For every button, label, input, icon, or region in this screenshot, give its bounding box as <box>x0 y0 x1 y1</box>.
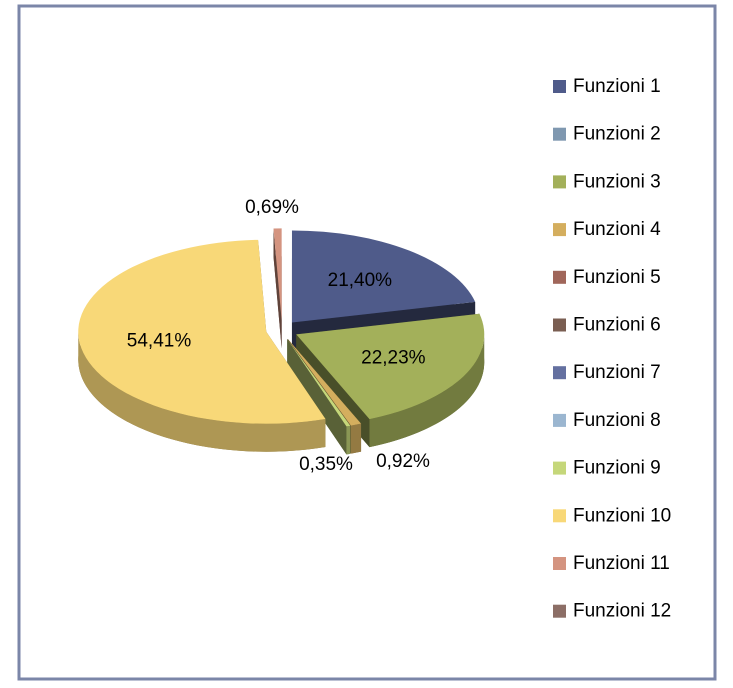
data-label: 21,40% <box>328 270 393 291</box>
data-label: 0,35% <box>299 454 353 475</box>
slice <box>287 339 351 427</box>
legend-swatch <box>553 509 566 523</box>
legend-label: Funzioni 10 <box>573 505 671 526</box>
slice <box>78 239 326 424</box>
legend-swatch <box>553 223 566 237</box>
legend-swatch <box>553 270 566 284</box>
slice-wall <box>350 423 362 454</box>
legend-swatch <box>553 175 566 189</box>
legend-swatch <box>553 461 566 475</box>
legend-swatch <box>553 557 566 570</box>
legend-swatch <box>553 127 566 141</box>
slice <box>291 230 476 323</box>
slice-wall <box>78 331 326 452</box>
legend-label: Funzioni 5 <box>573 267 661 288</box>
legend-label: Funzioni 9 <box>573 458 661 479</box>
data-label: 0,92% <box>376 451 430 472</box>
slice-wall <box>346 425 351 455</box>
slice-wall <box>369 334 485 448</box>
data-label: 54,41% <box>127 330 192 351</box>
legend-label: Funzioni 2 <box>573 124 661 145</box>
legend-swatch <box>553 413 566 427</box>
legend-label: Funzioni 12 <box>573 601 671 622</box>
legend-swatch <box>553 366 566 380</box>
legend-label: Funzioni 7 <box>573 362 661 383</box>
legend: Funzioni 1 Funzioni 2 Funzioni 3 Funzioni 4… <box>553 76 671 622</box>
legend-swatch <box>553 604 566 618</box>
slice <box>287 338 362 426</box>
slice-cut <box>273 228 282 349</box>
pie: 21,40% 22,23% 0,92% 0,35% 54,41% 0,69% <box>78 197 485 475</box>
legend-label: Funzioni 6 <box>573 315 661 336</box>
slice <box>296 313 485 420</box>
legend-label: Funzioni 4 <box>573 219 661 240</box>
slice <box>273 228 282 321</box>
legend-label: Funzioni 3 <box>573 171 661 192</box>
data-label: 0,69% <box>245 197 299 218</box>
legend-label: Funzioni 1 <box>573 76 661 97</box>
slice-cut <box>287 339 347 455</box>
legend-swatch <box>553 80 566 93</box>
legend-label: Funzioni 11 <box>573 553 670 574</box>
data-label: 22,23% <box>361 348 426 369</box>
legend-label: Funzioni 8 <box>573 410 661 431</box>
legend-swatch <box>553 318 566 332</box>
